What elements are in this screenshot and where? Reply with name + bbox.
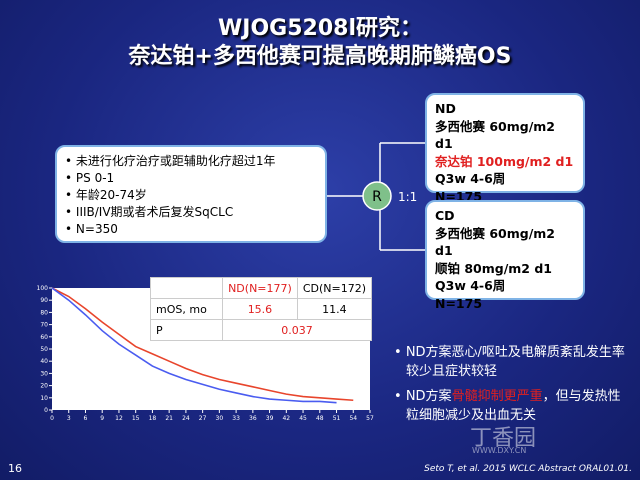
arm-line: 多西他赛 60mg/m2 d1 [435,118,556,152]
y-tick-label: 0 [44,407,48,414]
table-header: CD(N=172) [296,277,373,299]
criterion: • IIIB/IV期或者术后复发SqCLC [65,205,234,219]
table-cell: mOS, mo [149,298,224,320]
y-tick-label: 30 [40,370,48,377]
x-tick-label: 33 [232,415,240,422]
arm-line: 顺铂 80mg/m2 d1 [435,260,553,276]
x-tick-label: 24 [182,415,190,422]
y-tick-label: 10 [40,395,48,402]
arm-line: Q3w 4-6周 [435,278,506,293]
watermark: 丁香园 [470,426,537,451]
criterion: • PS 0-1 [65,171,115,185]
x-tick-label: 3 [67,415,71,422]
note: • ND方案恶心/呕吐及电解质紊乱发生率较少且症状较轻 [394,345,625,379]
title: 奈达铂+多西他赛可提高晚期肺鳞癌OS [128,44,512,69]
arm-box: CD 多西他赛 60mg/m2 d1 顺铂 80mg/m2 d1 Q3w 4-6… [425,200,585,311]
criterion: • N=350 [65,222,118,236]
arm-box: ND 多西他赛 60mg/m2 d1 奈达铂 100mg/m2 d1 Q3w 4… [425,93,585,204]
y-tick-label: 70 [40,322,48,329]
arm-name: CD [435,208,455,223]
table-cell: 0.037 [222,319,372,341]
x-tick-label: 6 [84,415,88,422]
watermark: WWW.DXY.CN [472,446,527,455]
survival-curve [51,287,337,404]
criteria-box: • 未进行化疗治疗或距辅助化疗超过1年 • PS 0-1 • 年龄20-74岁 … [55,145,327,243]
table-cell: 11.4 [296,298,373,320]
citation: Seto T, et al. 2015 WCLC Abstract ORAL01… [424,464,632,474]
criterion: • 年龄20-74岁 [65,188,147,202]
y-tick-label: 50 [40,346,48,353]
x-tick-label: 42 [282,415,290,422]
arm-line: N=175 [435,295,483,311]
randomization: R [372,189,382,205]
table-cell: 15.6 [222,298,298,320]
arm-line: 奈达铂 100mg/m2 d1 [435,153,574,169]
arm-line: Q3w 4-6周 [435,171,506,186]
results-table: ND(N=177) CD(N=172) mOS, mo 15.6 11.4 P … [149,277,373,341]
arm-line: N=175 [435,188,483,204]
x-tick-label: 51 [333,415,341,422]
x-tick-label: 9 [100,415,104,422]
arm-line: 多西他赛 60mg/m2 d1 [435,225,556,259]
x-tick-label: 27 [199,415,207,422]
note: • ND方案骨髓抑制更严重，但与发热性粒细胞减少及出血无关 [394,389,621,423]
table-cell: P [149,319,224,341]
x-tick-label: 12 [115,415,123,422]
y-tick-label: 20 [40,383,48,390]
x-tick-label: 21 [165,415,173,422]
y-tick-label: 60 [40,334,48,341]
x-tick-label: 45 [299,415,307,422]
y-tick-label: 100 [37,285,49,292]
x-tick-label: 0 [50,415,54,422]
arm-name: ND [435,101,456,116]
survival-curve [51,287,354,402]
ratio: 1:1 [398,190,417,204]
y-tick-label: 40 [40,358,48,365]
x-tick-label: 39 [266,415,274,422]
x-tick-label: 18 [149,415,157,422]
y-tick-label: 90 [40,297,48,304]
table-header: ND(N=177) [222,277,298,299]
x-tick-label: 54 [349,415,357,422]
x-tick-label: 57 [366,415,374,422]
page-number: 16 [8,462,22,475]
x-tick-label: 48 [316,415,324,422]
x-tick-label: 36 [249,415,257,422]
x-tick-label: 30 [216,415,224,422]
title: WJOG5208l研究： [218,16,422,41]
criterion: • 未进行化疗治疗或距辅助化疗超过1年 [65,154,276,168]
notes: • ND方案恶心/呕吐及电解质紊乱发生率较少且症状较轻 • ND方案骨髓抑制更严… [390,343,630,431]
x-tick-label: 15 [132,415,140,422]
y-tick-label: 80 [40,309,48,316]
